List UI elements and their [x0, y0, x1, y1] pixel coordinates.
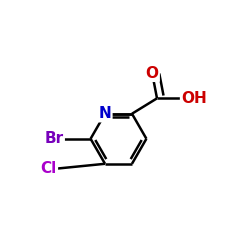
Text: N: N [99, 106, 112, 121]
Text: Cl: Cl [41, 161, 57, 176]
Text: Br: Br [44, 131, 64, 146]
Text: OH: OH [181, 91, 207, 106]
Text: O: O [146, 66, 159, 81]
